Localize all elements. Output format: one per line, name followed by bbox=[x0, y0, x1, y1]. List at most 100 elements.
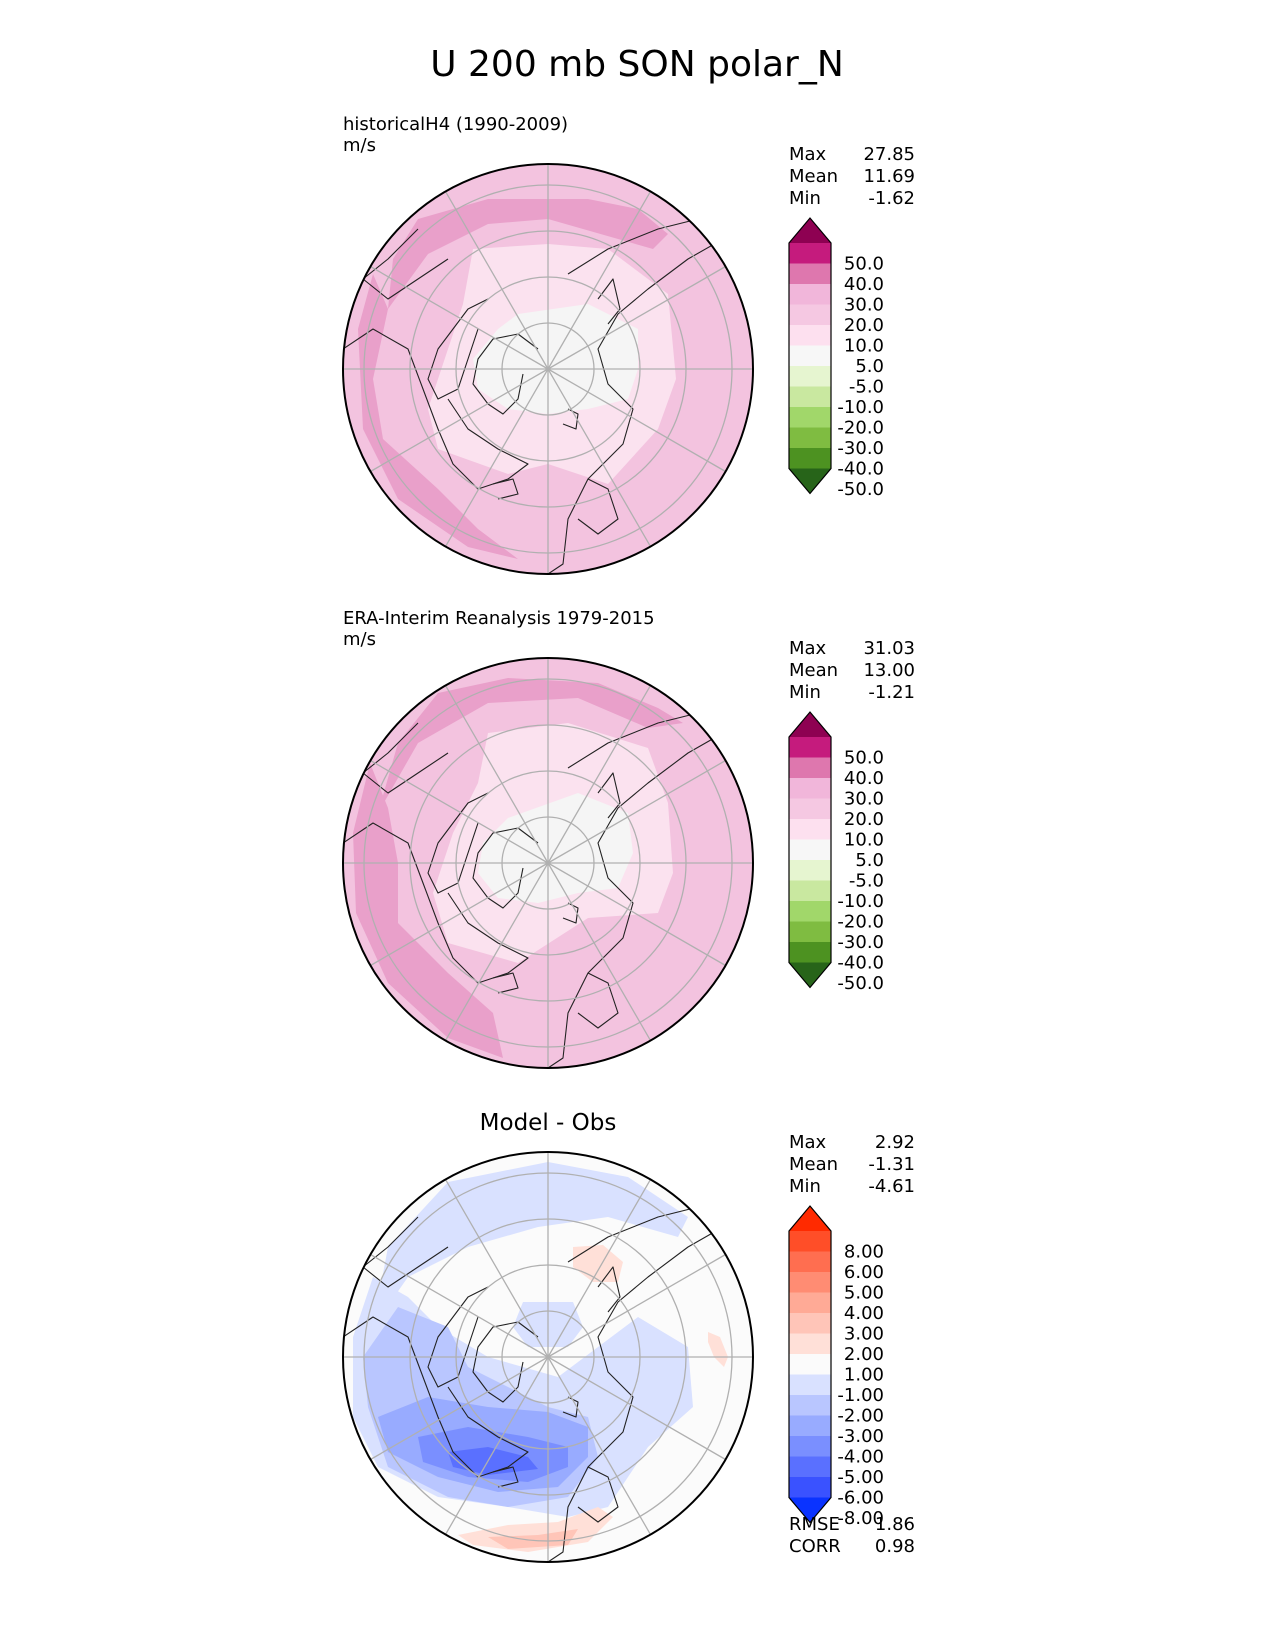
stat-label: Min bbox=[789, 1176, 821, 1197]
colorbar: 50.040.030.020.010.05.0-5.0-10.0-20.0-30… bbox=[788, 711, 884, 994]
colorbar-outline bbox=[788, 217, 832, 495]
panel-title: Model - Obs bbox=[480, 1110, 617, 1136]
meridian-line bbox=[547, 759, 726, 864]
stat-value: -1.31 bbox=[868, 1154, 915, 1175]
panel-units: m/s bbox=[343, 629, 376, 650]
colorbar-bin bbox=[789, 798, 831, 820]
stat-value: -1.21 bbox=[868, 682, 915, 703]
meridian-line bbox=[547, 685, 652, 864]
colorbar-tick-label: 20.0 bbox=[844, 809, 884, 830]
contour-region bbox=[378, 678, 683, 813]
colorbar-bin bbox=[789, 1354, 831, 1375]
contour-region bbox=[488, 1529, 578, 1549]
chart-panel-test: historicalH4 (1990-2009)m/s Max 27.85 Mean 1… bbox=[342, 114, 915, 575]
stat-label: Max bbox=[789, 144, 827, 165]
colorbar: 50.040.030.020.010.05.0-5.0-10.0-20.0-30… bbox=[788, 217, 884, 500]
colorbar-bin bbox=[789, 901, 831, 922]
coastline bbox=[492, 1466, 519, 1488]
colorbar-bin bbox=[789, 1333, 831, 1355]
map-border bbox=[342, 657, 754, 1069]
colorbar-extend-min bbox=[789, 468, 831, 494]
colorbar-tick-label: -10.0 bbox=[837, 397, 884, 418]
meridian-line bbox=[547, 191, 652, 370]
stat-value: 2.92 bbox=[875, 1132, 915, 1153]
stat-value: 31.03 bbox=[863, 638, 915, 659]
colorbar-tick-label: -40.0 bbox=[837, 459, 884, 480]
stat-label: CORR bbox=[789, 1536, 841, 1557]
colorbar-tick-label: -5.00 bbox=[837, 1467, 884, 1488]
colorbar-bin bbox=[789, 819, 831, 840]
meridian-line bbox=[370, 1253, 549, 1358]
coastline bbox=[577, 1466, 619, 1523]
meridian-line bbox=[547, 862, 652, 1041]
colorbar-outline bbox=[788, 1205, 832, 1524]
colorbar-tick-label: 3.00 bbox=[844, 1324, 884, 1345]
colorbar-tick-label: -20.0 bbox=[837, 912, 884, 933]
meridian-line bbox=[547, 1356, 726, 1461]
colorbar-tick-label: -6.00 bbox=[837, 1488, 884, 1509]
contour-region bbox=[353, 763, 503, 1058]
colorbar-tick-label: -2.00 bbox=[837, 1406, 884, 1427]
colorbar-bin bbox=[789, 1374, 831, 1396]
colorbar-bin bbox=[789, 942, 831, 963]
colorbar-tick-label: -40.0 bbox=[837, 953, 884, 974]
coastline bbox=[597, 278, 621, 325]
colorbar-bin bbox=[789, 880, 831, 902]
colorbar-extend-min bbox=[789, 962, 831, 988]
stat-label: Min bbox=[789, 188, 821, 209]
coastline bbox=[362, 722, 449, 794]
colorbar-tick-label: 5.0 bbox=[855, 850, 884, 871]
colorbar-tick-label: 10.0 bbox=[844, 830, 884, 851]
meridian-line bbox=[547, 862, 726, 967]
colorbar-tick-label: -30.0 bbox=[837, 932, 884, 953]
map-border bbox=[342, 1151, 754, 1563]
meridian-line bbox=[547, 368, 726, 473]
colorbar-bin bbox=[789, 407, 831, 428]
stat-value: 1.86 bbox=[875, 1514, 915, 1535]
colorbar-bin bbox=[789, 1415, 831, 1437]
colorbar-tick-label: -1.00 bbox=[837, 1385, 884, 1406]
stat-label: Mean bbox=[789, 1154, 838, 1175]
colorbar-tick-label: -30.0 bbox=[837, 438, 884, 459]
coastline bbox=[472, 333, 539, 415]
stat-value: 13.00 bbox=[863, 660, 915, 681]
colorbar-tick-label: -10.0 bbox=[837, 891, 884, 912]
contour-region bbox=[388, 199, 668, 309]
stat-value: 27.85 bbox=[863, 144, 915, 165]
colorbar-tick-label: -5.0 bbox=[849, 871, 884, 892]
coastline bbox=[472, 1321, 539, 1403]
colorbar-tick-label: 30.0 bbox=[844, 295, 884, 316]
panel-units: m/s bbox=[343, 135, 376, 156]
colorbar-tick-label: -50.0 bbox=[837, 479, 884, 500]
colorbar: 8.006.005.004.003.002.001.00-1.00-2.00-3… bbox=[788, 1205, 884, 1529]
meridian-line bbox=[547, 1356, 652, 1535]
panel-title: ERA-Interim Reanalysis 1979-2015 bbox=[343, 608, 655, 629]
polar-map bbox=[343, 1152, 753, 1562]
colorbar-bin bbox=[789, 778, 831, 799]
meridian-line bbox=[444, 191, 549, 370]
chart-panel-difference: Model - Obs Max 2.92 Mean -1.31 Min -4.61 8.006… bbox=[342, 1110, 915, 1563]
colorbar-tick-label: 1.00 bbox=[844, 1365, 884, 1386]
colorbar-tick-label: -50.0 bbox=[837, 973, 884, 994]
meridian-line bbox=[444, 1179, 549, 1358]
meridian-line bbox=[444, 1356, 549, 1535]
coastline bbox=[547, 218, 724, 574]
colorbar-bin bbox=[789, 386, 831, 408]
coastline bbox=[343, 822, 529, 984]
coastline bbox=[577, 972, 619, 1029]
colorbar-bin bbox=[789, 304, 831, 326]
colorbar-tick-label: -5.0 bbox=[849, 377, 884, 398]
coastline bbox=[492, 972, 519, 994]
colorbar-extend-min bbox=[789, 1497, 831, 1523]
colorbar-extend-max bbox=[789, 218, 831, 243]
colorbar-tick-label: 20.0 bbox=[844, 315, 884, 336]
stat-label: Mean bbox=[789, 166, 838, 187]
contour-region bbox=[448, 1447, 538, 1475]
stat-value: 11.69 bbox=[863, 166, 915, 187]
colorbar-bin bbox=[789, 427, 831, 449]
coastline bbox=[472, 827, 539, 909]
colorbar-bin bbox=[789, 737, 831, 758]
